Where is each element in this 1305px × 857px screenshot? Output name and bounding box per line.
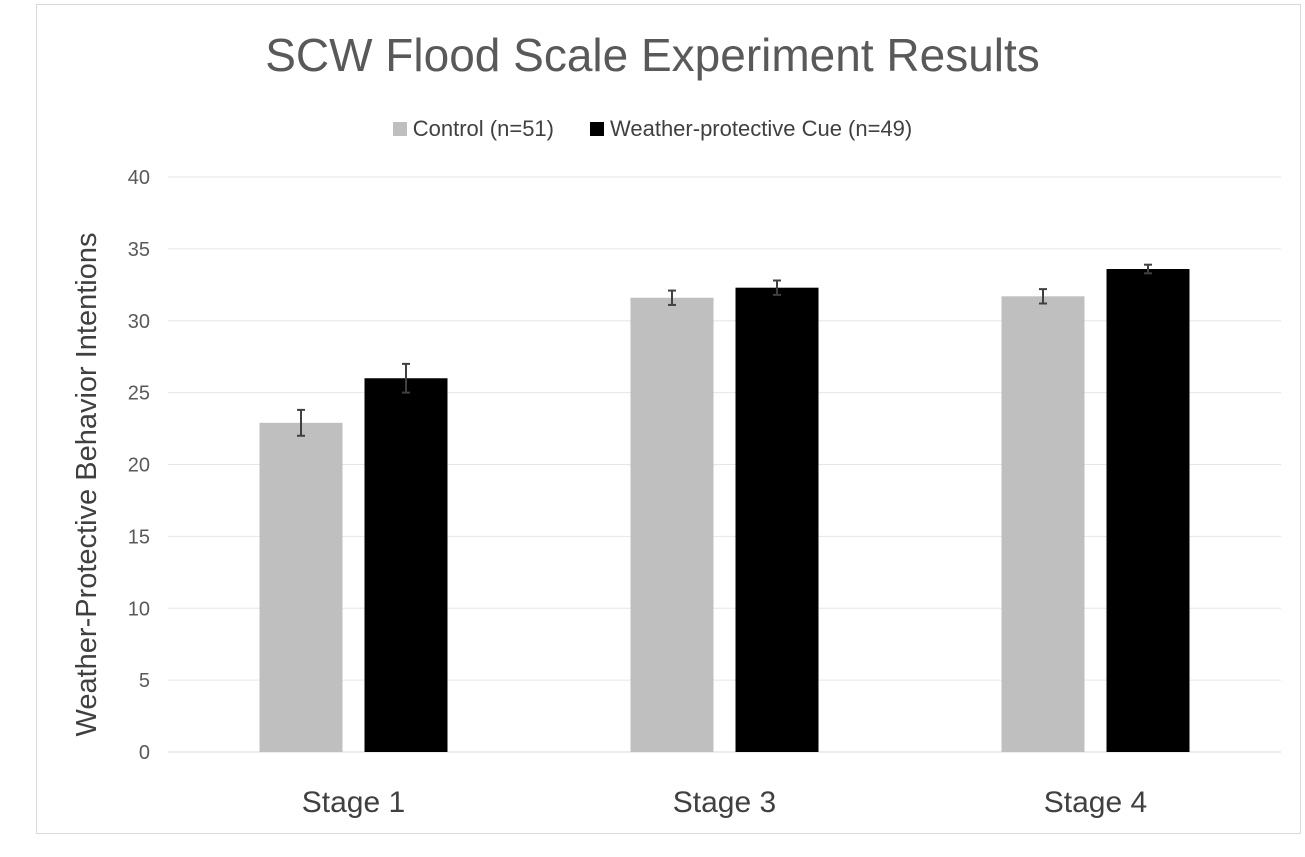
legend-item-control: Control (n=51) [392,116,554,142]
legend-swatch-cue [590,122,604,136]
chart-title: SCW Flood Scale Experiment Results [265,29,1040,81]
bar-control [259,422,343,752]
legend-label-control: Control (n=51) [412,116,554,141]
y-tick-label: 10 [128,598,150,620]
y-tick-label: 35 [128,239,150,261]
x-tick-label: Stage 4 [1044,786,1147,819]
y-tick-label: 40 [128,167,150,189]
y-tick-label: 15 [128,526,150,548]
chart-legend: Control (n=51) Weather-protective Cue (n… [0,116,1305,142]
legend-item-cue: Weather-protective Cue (n=49) [590,116,912,142]
y-tick-label: 5 [139,670,150,692]
bar-control [1001,296,1085,752]
bar-cue [364,378,448,752]
y-tick-label: 20 [128,455,150,477]
y-axis-label: Weather-Protective Behavior Intentions [71,232,103,736]
x-tick-label: Stage 3 [673,786,776,819]
legend-label-cue: Weather-protective Cue (n=49) [610,116,913,141]
bar-cue [735,287,819,752]
y-tick-label: 25 [128,383,150,405]
legend-swatch-control [392,122,407,136]
bar-control [630,297,714,752]
x-tick-label: Stage 1 [302,786,405,819]
y-tick-label: 30 [128,311,150,333]
bar-cue [1106,269,1190,752]
y-tick-label: 0 [139,742,150,764]
